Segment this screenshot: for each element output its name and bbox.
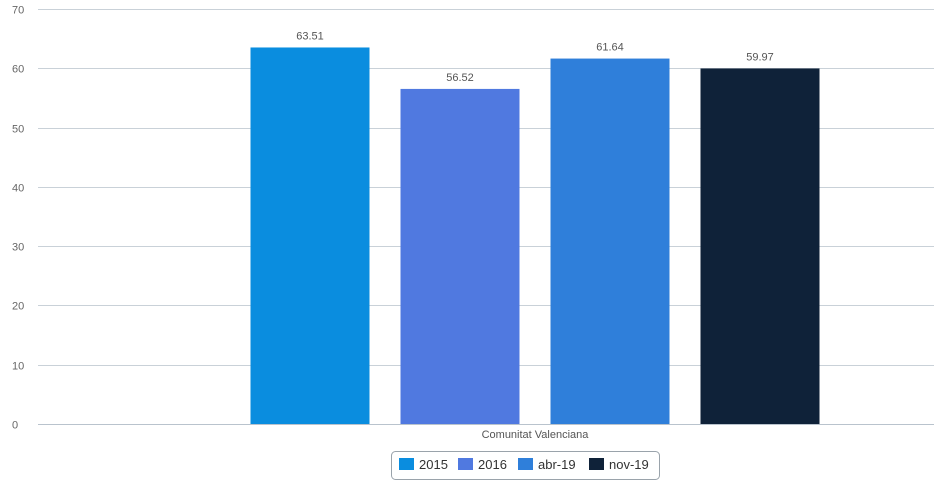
bar-nov-19[interactable]	[700, 68, 820, 425]
bars	[250, 47, 820, 425]
legend-item-2015[interactable]: 2015	[399, 457, 448, 472]
legend-label: 2015	[419, 457, 448, 472]
bar-2016[interactable]	[400, 88, 520, 424]
legend-swatch	[458, 458, 473, 470]
y-tick-label: 20	[12, 301, 24, 313]
data-label: 59.97	[746, 51, 774, 63]
y-tick-label: 60	[12, 64, 24, 76]
data-label: 56.52	[446, 72, 474, 84]
legend[interactable]: 2015 2016 abr-19 nov-19	[391, 451, 660, 480]
legend-label: abr-19	[538, 457, 576, 472]
y-tick-label: 40	[12, 183, 24, 195]
y-tick-label: 10	[12, 361, 24, 373]
legend-item-2016[interactable]: 2016	[458, 457, 507, 472]
legend-swatch	[589, 458, 604, 470]
bar-2015[interactable]	[250, 47, 370, 424]
y-tick-label: 50	[12, 124, 24, 136]
data-label: 61.64	[596, 42, 624, 54]
y-tick-label: 30	[12, 242, 24, 254]
y-tick-label: 0	[12, 420, 18, 432]
y-tick-label: 70	[12, 5, 24, 17]
legend-item-abr-19[interactable]: abr-19	[518, 457, 576, 472]
legend-swatch	[518, 458, 533, 470]
legend-label: nov-19	[609, 457, 649, 472]
x-category-label: Comunitat Valenciana	[482, 429, 590, 441]
data-labels: 63.51 56.52 61.64 59.97	[296, 30, 774, 83]
legend-swatch	[399, 458, 414, 470]
y-axis-ticks: 0 10 20 30 40 50 60 70	[12, 5, 24, 432]
legend-label: 2016	[478, 457, 507, 472]
bar-abr-19[interactable]	[550, 58, 670, 424]
x-axis-categories: Comunitat Valenciana	[482, 429, 590, 441]
data-label: 63.51	[296, 30, 324, 42]
legend-item-nov-19[interactable]: nov-19	[589, 457, 649, 472]
